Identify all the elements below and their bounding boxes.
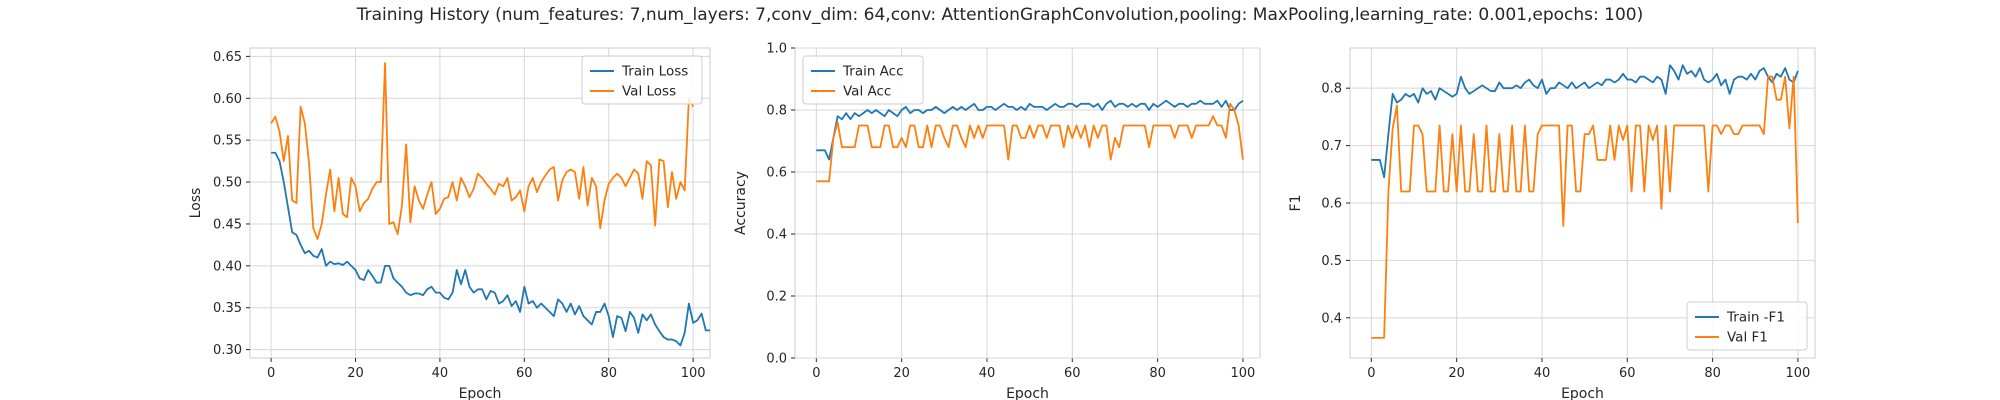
y-tick-label: 0.6 [766,166,787,181]
legend-label: Val F1 [1727,330,1768,346]
x-tick-label: 100 [681,366,706,381]
y-tick-label: 1.0 [766,42,787,57]
y-tick-label: 0.40 [213,259,242,274]
y-tick-label: 0.0 [766,352,787,367]
x-tick-label: 20 [347,366,364,381]
x-tick-label: 0 [812,366,820,381]
y-tick-label: 0.8 [1321,82,1342,97]
y-tick-label: 0.60 [213,92,242,107]
legend-label: Train Loss [621,64,688,80]
x-tick-label: 80 [1704,366,1721,381]
x-tick-label: 20 [1448,366,1465,381]
legend-label: Train -F1 [1726,310,1785,326]
y-tick-label: 0.30 [213,343,242,358]
y-tick-label: 0.8 [766,104,787,119]
x-tick-label: 80 [1149,366,1166,381]
x-tick-label: 20 [893,366,910,381]
series-line-train-f1 [1371,64,1799,179]
x-axis-label: Epoch [459,386,502,400]
y-tick-label: 0.7 [1321,139,1342,154]
y-tick-label: 0.2 [766,290,787,305]
legend: Train Loss Val Loss [581,55,703,105]
legend-label: Val Acc [843,84,891,100]
series-line-train-acc [816,99,1244,161]
x-tick-label: 40 [1534,366,1551,381]
y-tick-label: 0.65 [213,50,242,65]
x-tick-label: 60 [1064,366,1081,381]
y-axis-label: F1 [1288,195,1304,212]
x-tick-label: 0 [1367,366,1375,381]
legend-label: Train Acc [842,64,904,80]
x-tick-label: 40 [979,366,996,381]
figure-title: Training History (num_features: 7,num_la… [356,5,1644,25]
y-tick-label: 0.45 [213,217,242,232]
x-tick-label: 100 [1786,366,1811,381]
accuracy-chart: 0 20 40 60 80 100 0.0 0.2 0.4 0.6 0.8 1.0 Epoch Accur… [733,42,1261,400]
f1-chart: 0 20 40 60 80 100 0.4 0.5 0.6 0.7 0.8 Epoch F1 Train … [1288,47,1816,400]
y-tick-label: 0.35 [213,301,242,316]
x-tick-label: 40 [432,366,449,381]
x-tick-label: 80 [600,366,617,381]
y-tick-label: 0.55 [213,134,242,149]
x-axis-label: Epoch [1561,386,1604,400]
x-tick-label: 100 [1231,366,1256,381]
y-axis-label: Loss [188,188,204,219]
x-tick-label: 0 [267,366,275,381]
series-line-val-acc [816,102,1244,183]
legend: Train -F1 Val F1 [1686,301,1808,351]
x-tick-label: 60 [516,366,533,381]
x-axis-label: Epoch [1006,386,1049,400]
y-tick-label: 0.6 [1321,197,1342,212]
series-line-val-f1 [1371,75,1799,339]
y-tick-label: 0.5 [1321,254,1342,269]
loss-chart: 0 20 40 60 80 100 0.30 0.35 0.40 0.45 0.50 0.55 0.60… [188,47,711,400]
legend-label: Val Loss [622,84,676,100]
y-tick-label: 0.4 [1321,311,1342,326]
legend: Train Acc Val Acc [802,55,924,105]
y-tick-label: 0.4 [766,228,787,243]
series-line-train-loss [271,151,710,347]
series-line-val-loss [270,62,694,240]
x-tick-label: 60 [1619,366,1636,381]
y-axis-label: Accuracy [733,171,749,235]
y-tick-label: 0.50 [213,176,242,191]
